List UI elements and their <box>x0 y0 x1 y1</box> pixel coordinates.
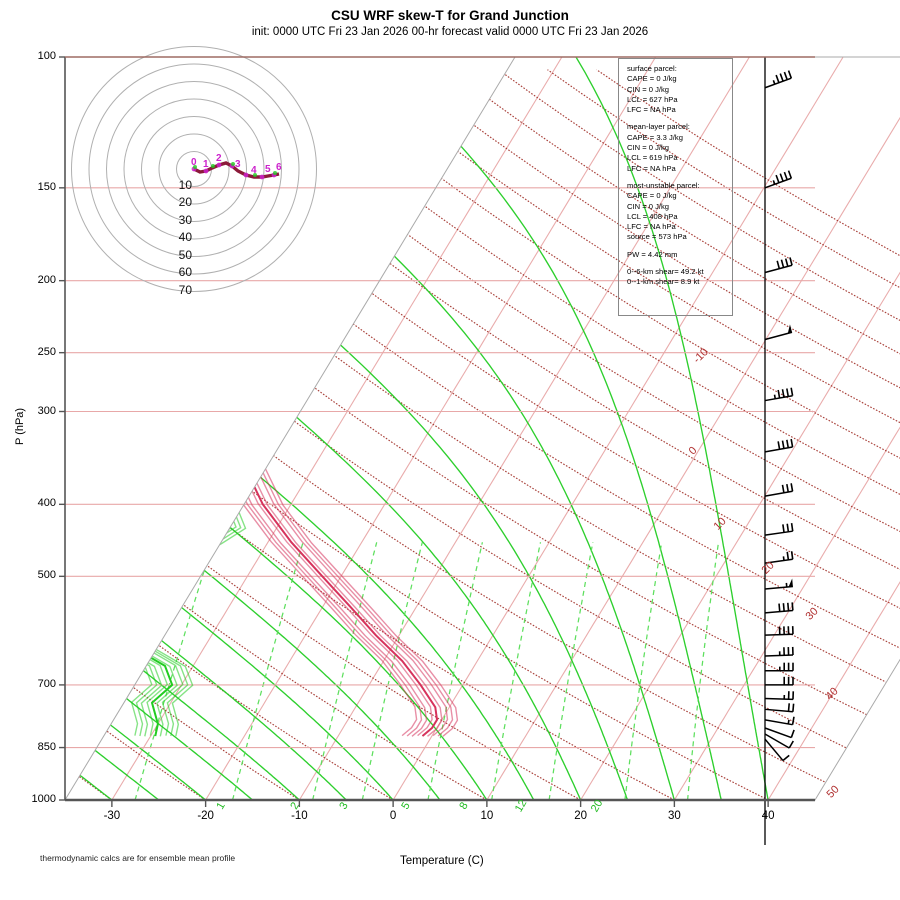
hodograph-height-label: 6 <box>276 162 282 173</box>
temperature-tick-label: -10 <box>291 810 308 822</box>
pressure-tick-label: 500 <box>37 569 56 582</box>
pressure-tick-label: 1000 <box>31 793 56 805</box>
hodograph-ring-label: 60 <box>178 265 192 279</box>
shear-0-6km: 0--6-km shear= 49.2 kt <box>627 267 704 277</box>
most-unstable-source: source = 573 hPa <box>627 232 687 242</box>
hodograph-height-label: 5 <box>265 164 271 175</box>
hodograph-ring-label: 70 <box>178 282 192 297</box>
temperature-tick-label: 10 <box>480 810 494 822</box>
spacer-4 <box>627 260 732 267</box>
page-title: CSU WRF skew-T for Grand Junction <box>331 8 569 23</box>
surface-lfc: LFC = NA hPa <box>627 105 676 115</box>
pressure-tick-label: 200 <box>37 273 56 286</box>
pressure-tick-label: 250 <box>37 345 56 358</box>
surface-cin: CIN = 0 J/kg <box>627 84 669 94</box>
mean-layer-parcel-header: mean-layer parcel: <box>627 122 690 132</box>
hodograph-ring-label: 50 <box>178 247 192 262</box>
most-unstable-lcl: LCL = 408 hPa <box>627 211 678 221</box>
surface-cape: CAPE = 0 J/kg <box>627 74 677 84</box>
temperature-tick-label: -20 <box>197 810 214 822</box>
pressure-tick-label: 300 <box>37 404 56 417</box>
most-unstable-lfc: LFC = NA hPa <box>627 222 676 232</box>
footnote: thermodynamic calcs are for ensemble mea… <box>40 853 236 863</box>
hodograph-height-label: 1 <box>203 159 209 170</box>
parcel-info-box: surface parcel: CAPE = 0 J/kg CIN = 0 J/… <box>618 58 733 316</box>
temperature-tick-label: 20 <box>574 810 588 822</box>
precipitable-water: PW = 4.42 mm <box>627 249 678 259</box>
hodograph-height-label: 2 <box>216 153 222 164</box>
mean-layer-lfc: LFC = NA hPa <box>627 163 676 173</box>
temperature-tick-label: -30 <box>103 810 121 822</box>
hodograph-ring-label: 30 <box>178 212 192 227</box>
shear-0-1km: 0--1-km shear= 8.9 kt <box>627 277 700 287</box>
pressure-tick-label: 100 <box>37 50 56 62</box>
hodograph-ring-label: 40 <box>178 230 192 244</box>
surface-lcl: LCL = 627 hPa <box>627 94 678 104</box>
mean-layer-cin: CIN = 0 J/kg <box>627 143 669 153</box>
temperature-tick-label: 0 <box>389 810 397 822</box>
temperature-tick-label: 40 <box>761 810 775 822</box>
spacer-1 <box>627 115 732 122</box>
pressure-tick-label: 850 <box>37 740 56 753</box>
surface-parcel-header: surface parcel: <box>627 64 677 73</box>
spacer-3 <box>627 243 732 250</box>
hodograph-ring-label: 10 <box>178 177 192 192</box>
page-subtitle: init: 0000 UTC Fri 23 Jan 2026 00-hr for… <box>251 26 649 38</box>
hodograph-height-label: 0 <box>191 157 197 168</box>
hodograph-height-label: 3 <box>235 159 241 170</box>
pressure-tick-label: 700 <box>37 677 56 690</box>
temperature-axis-label: Temperature (C) <box>400 855 484 867</box>
hodograph-height-label: 4 <box>251 165 257 176</box>
pressure-tick-label: 150 <box>37 180 56 193</box>
hodograph-ring-label: 20 <box>178 195 192 209</box>
most-unstable-cin: CIN = 0 J/kg <box>627 201 669 211</box>
most-unstable-cape: CAPE = 0 J/kg <box>627 191 677 201</box>
mean-layer-cape: CAPE = 3.3 J/kg <box>627 132 683 142</box>
spacer-2 <box>627 174 732 181</box>
temperature-tick-label: 30 <box>667 810 681 822</box>
pressure-tick-label: 400 <box>37 497 56 510</box>
mean-layer-lcl: LCL = 619 hPa <box>627 153 678 163</box>
most-unstable-parcel-header: most-unstable parcel: <box>627 180 700 190</box>
